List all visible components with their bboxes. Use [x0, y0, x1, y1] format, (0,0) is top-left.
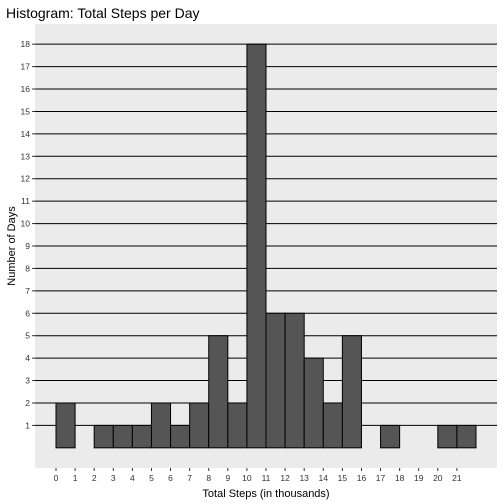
x-tick-label: 8 [206, 473, 211, 483]
x-tick-label: 10 [242, 473, 252, 483]
x-tick-label: 1 [73, 473, 78, 483]
histogram-bar [93, 424, 114, 449]
histogram-bars [55, 43, 477, 449]
histogram-bar [456, 424, 477, 449]
x-tick-label: 7 [187, 473, 192, 483]
y-tick-label: 12 [21, 174, 31, 184]
x-tick-label: 18 [395, 473, 405, 483]
y-tick-label: 13 [21, 151, 31, 161]
y-tick-label: 14 [21, 129, 31, 139]
x-tick-label: 11 [262, 473, 271, 483]
y-tick-label: 9 [25, 241, 30, 251]
chart-title: Histogram: Total Steps per Day [6, 5, 200, 21]
histogram-bar [131, 424, 152, 449]
x-tick-label: 12 [280, 473, 290, 483]
x-tick-label: 16 [357, 473, 367, 483]
y-axis-title: Number of Days [6, 206, 18, 286]
y-tick-label: 16 [21, 84, 31, 94]
x-tick-label: 4 [130, 473, 135, 483]
histogram-bar [55, 402, 76, 449]
histogram-bar [284, 312, 305, 449]
x-tick-label: 13 [299, 473, 309, 483]
y-tick-label: 3 [25, 376, 30, 386]
x-tick-label: 17 [376, 473, 386, 483]
x-tick-label: 5 [149, 473, 154, 483]
y-tick-label: 17 [21, 62, 31, 72]
x-tick-label: 20 [433, 473, 443, 483]
y-tick-label: 7 [25, 286, 30, 296]
histogram-bar [227, 402, 248, 449]
y-tick-label: 4 [25, 353, 30, 363]
histogram-bar [112, 424, 133, 449]
histogram-bar [265, 312, 286, 449]
histogram-bar [170, 424, 191, 449]
x-axis: 0 1 2 3 4 5 6 7 8 9 10 11 12 13 14 15 16 17 18 19 20 21 [54, 468, 462, 483]
x-tick-label: 3 [111, 473, 116, 483]
histogram-bar [303, 357, 324, 449]
y-tick-label: 2 [25, 398, 30, 408]
histogram-bar [380, 424, 401, 449]
histogram-bar [437, 424, 458, 449]
y-tick-label: 1 [25, 420, 30, 430]
x-tick-label: 15 [338, 473, 348, 483]
histogram-bar [341, 335, 362, 449]
histogram-bar [208, 335, 229, 449]
x-tick-label: 19 [414, 473, 424, 483]
x-axis-title: Total Steps (in thousands) [202, 488, 329, 500]
histogram-bar [189, 402, 210, 449]
x-tick-label: 9 [225, 473, 230, 483]
y-tick-label: 11 [21, 196, 30, 206]
x-tick-label: 6 [168, 473, 173, 483]
x-tick-label: 0 [54, 473, 59, 483]
y-tick-label: 5 [25, 331, 30, 341]
histogram-bar [322, 402, 343, 449]
y-tick-label: 10 [21, 219, 31, 229]
histogram-bar [150, 402, 172, 449]
x-tick-label: 21 [452, 473, 462, 483]
y-tick-label: 6 [25, 308, 30, 318]
histogram-bar [246, 43, 267, 449]
y-tick-label: 18 [21, 39, 31, 49]
x-tick-label: 14 [319, 473, 329, 483]
x-tick-label: 2 [92, 473, 97, 483]
y-tick-label: 15 [21, 106, 31, 116]
y-tick-label: 8 [25, 263, 30, 273]
